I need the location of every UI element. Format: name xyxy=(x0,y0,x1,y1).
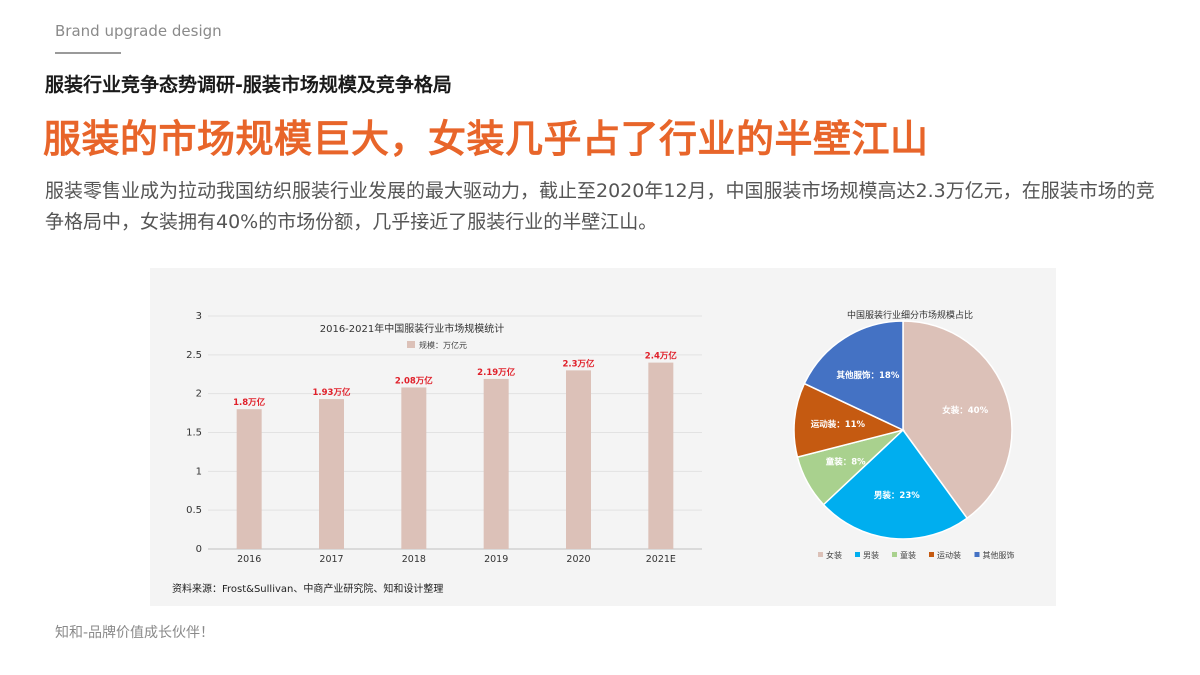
x-tick-label: 2021E xyxy=(646,554,676,565)
bar-chart: 2016-2021年中国服装行业市场规模统计 规模：万亿元 0 0.5 1 1.5 2 2… xyxy=(172,311,702,595)
bar-2016 xyxy=(236,409,262,549)
bar-legend-swatch xyxy=(407,341,415,348)
pie-slice-label: 运动装：11% xyxy=(811,419,866,430)
pie-legend-swatch xyxy=(929,552,934,557)
bar-data-label: 1.8万亿 xyxy=(233,397,266,408)
bar-data-label: 1.93万亿 xyxy=(313,387,351,398)
pie-legend-swatch xyxy=(818,552,823,557)
pie-legend-label: 其他服饰 xyxy=(983,550,1015,560)
bar-2019 xyxy=(483,378,509,549)
y-tick-label: 2 xyxy=(196,389,202,400)
bar-data-label: 2.08万亿 xyxy=(395,375,433,386)
x-tick-label: 2016 xyxy=(237,554,261,565)
pie-legend-label: 男装 xyxy=(863,550,879,560)
page-headline: 服装的市场规模巨大，女装几乎占了行业的半壁江山 xyxy=(43,117,929,161)
pie-slice-label: 童装：8% xyxy=(826,457,866,468)
x-tick-label: 2018 xyxy=(402,554,426,565)
y-tick-label: 2.5 xyxy=(186,350,202,361)
body-paragraph: 服装零售业成为拉动我国纺织服装行业发展的最大驱动力，截止至2020年12月，中国… xyxy=(45,180,1155,233)
bar-2018 xyxy=(401,387,427,549)
y-tick-label: 3 xyxy=(196,311,202,322)
pie-slice-女装 xyxy=(902,320,1013,520)
y-tick-label: 1 xyxy=(196,466,202,477)
bar-2017 xyxy=(319,399,344,549)
pie-chart: 中国服装行业细分市场规模占比 女装：40% 男装：23% 童装：8% 运动装：11% 其… xyxy=(793,309,1015,560)
chart-source-note: 资料来源：Frost&Sullivan、中商产业研究院、知和设计整理 xyxy=(172,582,443,595)
bar-data-label: 2.19万亿 xyxy=(477,367,515,378)
bar-2020 xyxy=(566,370,591,549)
bar-2021E xyxy=(648,362,674,549)
y-tick-label: 0 xyxy=(196,544,202,555)
x-tick-label: 2017 xyxy=(319,554,343,565)
pie-legend-swatch xyxy=(855,552,860,557)
pie-slice-label: 男装：23% xyxy=(874,490,920,501)
pie-legend-label: 运动装 xyxy=(937,550,961,560)
bar-data-label: 2.4万亿 xyxy=(645,351,678,362)
charts-canvas: 2016-2021年中国服装行业市场规模统计 规模：万亿元 0 0.5 1 1.5 2 2… xyxy=(172,309,1015,595)
pie-chart-title: 中国服装行业细分市场规模占比 xyxy=(847,309,973,321)
footer-tagline: 知和-品牌价值成长伙伴！ xyxy=(55,625,215,641)
pie-legend-label: 女装 xyxy=(826,550,842,560)
pie-slice-运动装 xyxy=(793,382,906,459)
pie-slice-label: 其他服饰：18% xyxy=(837,370,900,381)
bar-legend-label: 规模：万亿元 xyxy=(419,340,467,350)
section-subtitle: 服装行业竞争态势调研-服装市场规模及竞争格局 xyxy=(45,74,452,96)
x-tick-label: 2020 xyxy=(566,554,590,565)
y-tick-label: 1.5 xyxy=(186,428,202,439)
pie-legend-swatch xyxy=(974,552,980,557)
brand-tagline: Brand upgrade design xyxy=(55,22,222,40)
brand-divider xyxy=(55,52,121,54)
bar-chart-title: 2016-2021年中国服装行业市场规模统计 xyxy=(320,322,505,335)
pie-slice-其他服饰 xyxy=(803,320,904,432)
pie-slice-男装 xyxy=(822,428,969,540)
y-tick-label: 0.5 xyxy=(186,505,202,516)
chart-panel: 2016-2021年中国服装行业市场规模统计 规模：万亿元 0 0.5 1 1.5 2 2… xyxy=(150,268,1056,606)
pie-legend-label: 童装 xyxy=(900,550,916,560)
pie-legend-swatch xyxy=(892,552,897,557)
pie-slice-label: 女装：40% xyxy=(942,405,988,416)
bar-data-label: 2.3万亿 xyxy=(562,358,595,369)
x-tick-label: 2019 xyxy=(484,554,508,565)
